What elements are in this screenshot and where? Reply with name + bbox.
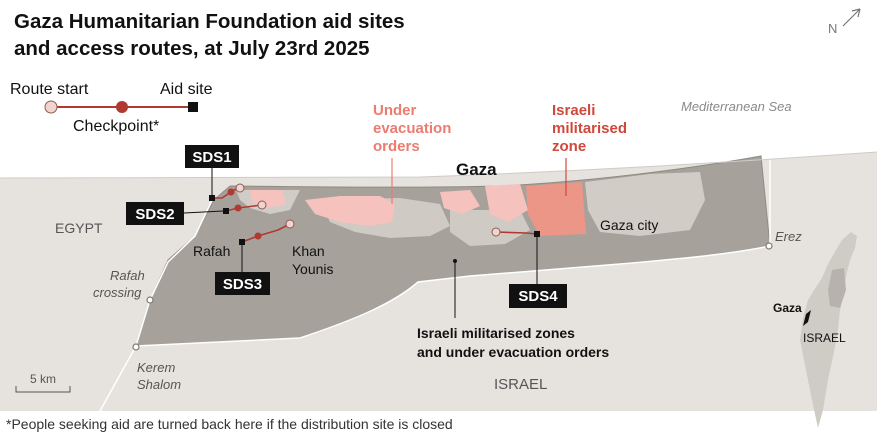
aid-site-sds2: [223, 208, 229, 214]
zones-label: Israeli militarised zones and under evac…: [417, 325, 609, 360]
rafah-crossing-label-line-2: crossing: [93, 285, 142, 300]
khan-younis-label-line-2: Younis: [292, 261, 334, 277]
gaza-city-label: Gaza city: [600, 217, 658, 233]
rafah-label: Rafah: [193, 243, 230, 259]
legend-route-start-label: Route start: [10, 81, 89, 98]
khan-younis-label-line-1: Khan: [292, 243, 325, 259]
label-sds3: SDS3: [223, 276, 262, 293]
route-start-sds4: [491, 227, 501, 237]
aid-site-sds4: [534, 231, 540, 237]
evacuation-label-line-2: evacuation: [373, 120, 451, 137]
label-box-sds2: [126, 202, 184, 225]
egypt-border: [99, 195, 215, 412]
kerem-shalom-marker: [132, 343, 140, 351]
legend-route-start-marker: [44, 100, 58, 114]
inset-israel-label: ISRAEL: [803, 331, 846, 345]
legend-aid-site-label: Aid site: [160, 81, 213, 98]
coastline: [0, 151, 877, 179]
compass-label: N: [828, 21, 837, 36]
evacuation-label-line-1: Under: [373, 102, 417, 119]
militarised-label: Israeli militarised zone: [552, 102, 627, 155]
legend-checkpoint-marker: [116, 101, 128, 113]
kerem-shalom-label-line-2: Shalom: [137, 377, 181, 392]
label-box-sds3: [215, 272, 270, 295]
israel-label: ISRAEL: [494, 376, 547, 393]
title-line-2: and access routes, at July 23rd 2025: [14, 37, 370, 60]
legend-aid-site-marker: [188, 102, 198, 112]
militarised-label-line-2: militarised: [552, 120, 627, 137]
evacuation-label: Under evacuation orders: [373, 102, 451, 155]
zones-label-line-1: Israeli militarised zones: [417, 325, 575, 341]
route-start-sds1: [235, 183, 245, 193]
leader-sds2: [183, 210, 224, 214]
zones-label-line-2: and under evacuation orders: [417, 344, 609, 360]
checkpoint-sds3: [254, 232, 262, 240]
label-sds4: SDS4: [518, 288, 558, 305]
route-sds3: [241, 223, 291, 243]
kerem-shalom-label-line-1: Kerem: [137, 360, 175, 375]
route-start-sds3: [285, 219, 295, 229]
route-start-sds2: [257, 200, 267, 210]
militarised-label-line-3: zone: [552, 138, 586, 155]
evacuation-label-line-3: orders: [373, 138, 420, 155]
title-line-1: Gaza Humanitarian Foundation aid sites: [14, 10, 405, 33]
evacuation-zones-west: [305, 196, 395, 226]
zones-leader-dot: [453, 259, 457, 263]
evacuation-zones-centre-east: [485, 184, 528, 222]
erez-marker: [765, 242, 773, 250]
footnote: *People seeking aid are turned back here…: [6, 416, 453, 432]
rafah-crossing-marker: [146, 296, 154, 304]
militarised-label-line-1: Israeli: [552, 102, 595, 119]
inset-gaza-label: Gaza: [773, 301, 802, 315]
legend-checkpoint-label: Checkpoint*: [73, 118, 159, 135]
strip-light-area-north: [585, 172, 705, 236]
checkpoint-sds1: [227, 188, 235, 196]
compass-arrowhead: [851, 8, 861, 18]
checkpoint-sds2: [234, 204, 242, 212]
map-title: Gaza Humanitarian Foundation aid sites a…: [14, 8, 484, 62]
rafah-crossing-label-line-1: Rafah: [110, 268, 145, 283]
route-sds4: [495, 231, 538, 235]
inset-west-bank: [828, 268, 846, 308]
erez-label: Erez: [775, 229, 802, 244]
inset-gaza-shape: [803, 310, 811, 326]
militarised-zone: [526, 182, 586, 236]
israel-border: [135, 156, 771, 347]
sea-label: Mediterranean Sea: [681, 99, 792, 114]
egypt-label: EGYPT: [55, 220, 103, 236]
label-box-sds4: [509, 284, 567, 308]
label-box-sds1: [185, 145, 239, 168]
label-sds1: SDS1: [192, 149, 231, 166]
evacuation-zones-central: [440, 190, 480, 214]
label-sds2: SDS2: [135, 206, 174, 223]
scale-label: 5 km: [30, 372, 56, 386]
compass-arrow: [842, 8, 861, 27]
aid-site-sds3: [239, 239, 245, 245]
scale-bar: [15, 386, 71, 393]
aid-site-sds1: [209, 195, 215, 201]
gaza-label: Gaza: [456, 160, 497, 179]
